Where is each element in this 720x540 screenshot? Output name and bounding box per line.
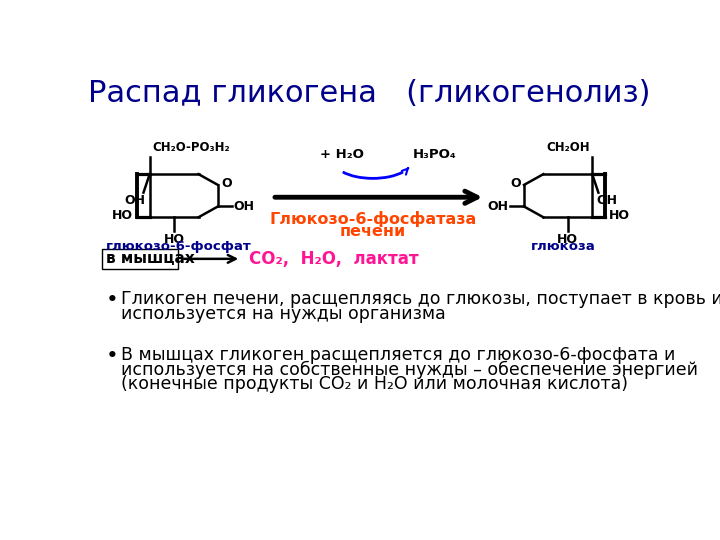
Text: OH: OH bbox=[233, 200, 254, 213]
Text: Распад гликогена   (гликогенолиз): Распад гликогена (гликогенолиз) bbox=[88, 79, 650, 107]
Text: + H₂O: + H₂O bbox=[320, 148, 364, 161]
Text: CH₂O-PO₃H₂: CH₂O-PO₃H₂ bbox=[152, 141, 230, 154]
Text: HO: HO bbox=[557, 233, 578, 246]
Text: в мышцах: в мышцах bbox=[106, 251, 194, 266]
Text: глюкоза: глюкоза bbox=[531, 240, 595, 253]
Text: печени: печени bbox=[340, 224, 406, 239]
Text: •: • bbox=[106, 291, 118, 310]
Text: Глюкозо-6-фосфатаза: Глюкозо-6-фосфатаза bbox=[269, 211, 477, 227]
Text: глюкозо-6-фосфат: глюкозо-6-фосфат bbox=[107, 240, 252, 253]
Text: HO: HO bbox=[609, 209, 630, 222]
Text: CO₂,  H₂O,  лактат: CO₂, H₂O, лактат bbox=[249, 250, 418, 268]
Text: В мышцах гликоген расщепляется до глюкозо-6-фосфата и: В мышцах гликоген расщепляется до глюкоз… bbox=[121, 346, 675, 364]
Text: O: O bbox=[510, 177, 521, 190]
Text: H₃PO₄: H₃PO₄ bbox=[413, 148, 457, 161]
Text: Гликоген печени, расщепляясь до глюкозы, поступает в кровь и: Гликоген печени, расщепляясь до глюкозы,… bbox=[121, 291, 720, 308]
Text: O: O bbox=[221, 177, 232, 190]
Text: CH₂OH: CH₂OH bbox=[546, 141, 590, 154]
Text: OH: OH bbox=[125, 194, 145, 207]
Text: HO: HO bbox=[112, 209, 132, 222]
Text: используется на нужды организма: используется на нужды организма bbox=[121, 305, 446, 323]
Text: OH: OH bbox=[596, 194, 617, 207]
Text: HO: HO bbox=[163, 233, 184, 246]
Text: •: • bbox=[106, 346, 118, 366]
FancyBboxPatch shape bbox=[102, 249, 178, 269]
Text: OH: OH bbox=[487, 200, 508, 213]
Text: используется на собственные нужды – обеспечение энергией: используется на собственные нужды – обес… bbox=[121, 361, 698, 379]
Text: (конечные продукты CO₂ и H₂O или молочная кислота): (конечные продукты CO₂ и H₂O или молочна… bbox=[121, 375, 628, 393]
